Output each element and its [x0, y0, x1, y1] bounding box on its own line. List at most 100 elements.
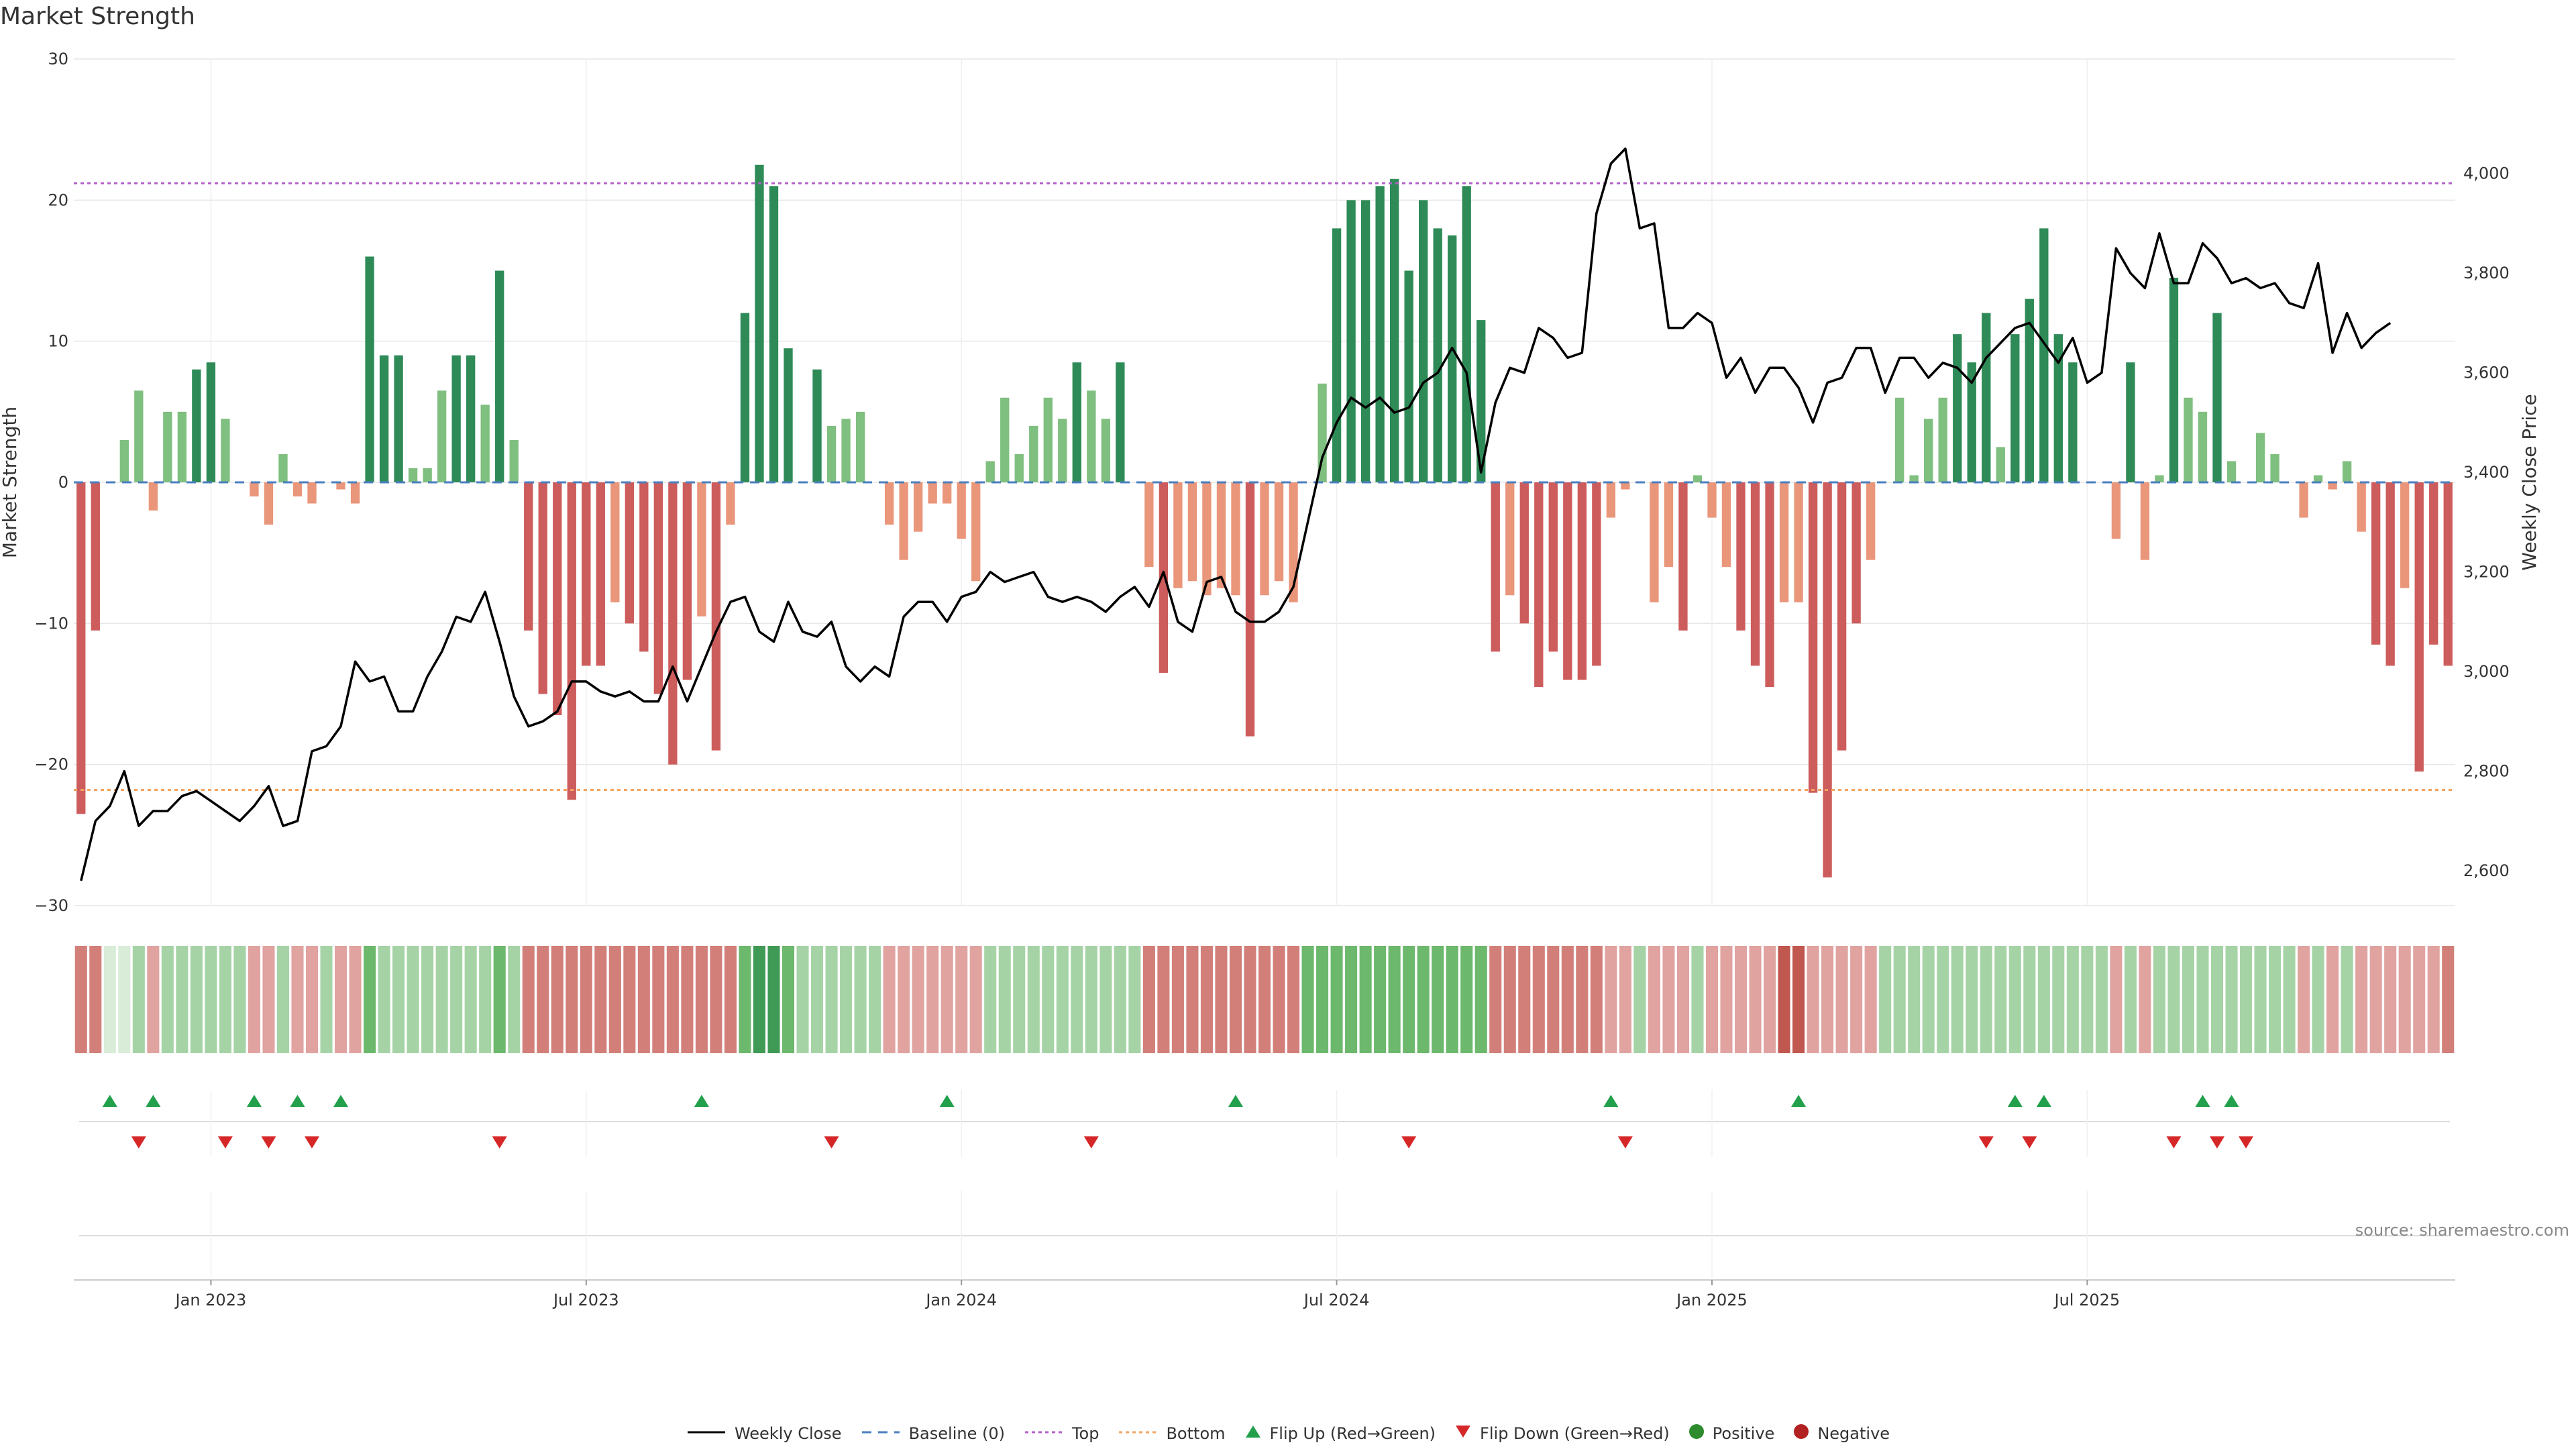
heat-cell: [132, 946, 145, 1053]
flip-up-marker: [694, 1095, 709, 1107]
strength-bar: [423, 468, 432, 482]
heat-cell: [998, 946, 1011, 1053]
strength-bar: [1448, 235, 1457, 482]
strength-bar: [2140, 482, 2150, 560]
heat-cell: [1619, 946, 1631, 1053]
strength-bar: [2039, 228, 2049, 482]
strength-bar: [1216, 482, 1226, 588]
flip-down-marker: [131, 1136, 146, 1148]
heat-cell: [248, 946, 260, 1053]
strength-bar: [1779, 482, 1789, 602]
strength-bar: [2429, 482, 2438, 645]
heat-cell: [1403, 946, 1415, 1053]
strength-bar: [350, 482, 360, 504]
legend-symbol: [1024, 1424, 1064, 1443]
strength-bar: [928, 482, 937, 504]
heat-cell: [666, 946, 679, 1053]
heat-cell: [1807, 946, 1819, 1053]
strength-bar: [2255, 433, 2265, 482]
strength-bar: [567, 482, 576, 800]
heat-cell: [1561, 946, 1574, 1053]
legend-item-negative: Negative: [1793, 1424, 1890, 1444]
strength-bar: [1953, 334, 1962, 482]
x-tick-label: Jan 2023: [174, 1291, 247, 1309]
heat-cell: [1027, 946, 1040, 1053]
flip-up-marker: [2195, 1095, 2210, 1107]
legend-item-flip-up: Flip Up (Red→Green): [1244, 1424, 1436, 1443]
strength-bar: [1375, 186, 1385, 482]
strength-bar: [1678, 482, 1688, 631]
heat-cell: [2008, 946, 2021, 1053]
strength-bar: [582, 482, 591, 666]
strength-bar: [682, 482, 692, 680]
heat-cell: [796, 946, 809, 1053]
strength-bar: [1866, 482, 1876, 560]
heat-cell: [89, 946, 102, 1053]
strength-bar: [1144, 482, 1154, 568]
heat-cell: [869, 946, 881, 1053]
strength-bar: [264, 482, 274, 525]
heat-cell: [1951, 946, 1964, 1053]
flip-down-marker: [1083, 1136, 1099, 1148]
left-tick-label: −20: [34, 755, 68, 774]
flip-down-marker: [2166, 1136, 2182, 1148]
strength-bar: [1736, 482, 1746, 631]
heat-cell: [1171, 946, 1184, 1053]
x-tick-label: Jul 2023: [552, 1291, 619, 1309]
strength-bar: [394, 355, 403, 482]
strength-bar: [1202, 482, 1212, 596]
heat-cell: [2442, 946, 2455, 1053]
heat-cell: [2326, 946, 2339, 1053]
strength-bar: [2328, 482, 2337, 490]
strength-bar: [2155, 475, 2164, 482]
heat-cell: [147, 946, 160, 1053]
legend-symbol: [861, 1424, 901, 1443]
heat-cell: [2210, 946, 2224, 1053]
legend-label: Bottom: [1166, 1424, 1226, 1443]
heat-cell: [537, 946, 549, 1053]
heat-cell: [1489, 946, 1502, 1053]
heat-cell: [2369, 946, 2382, 1053]
flip-down-marker: [1401, 1136, 1417, 1148]
strength-bar: [1563, 482, 1572, 680]
strength-bar: [466, 355, 476, 482]
heat-cell: [710, 946, 722, 1053]
heat-cell: [1128, 946, 1141, 1053]
strength-bar: [826, 425, 837, 482]
strength-bar: [1029, 425, 1038, 482]
flip-down-marker: [261, 1136, 276, 1148]
strength-bar: [653, 482, 663, 694]
heat-cell: [810, 946, 824, 1053]
legend-label: Flip Up (Red→Green): [1269, 1424, 1436, 1443]
heat-cell: [1980, 946, 1992, 1053]
heat-cell: [1099, 946, 1112, 1053]
strength-bar: [596, 482, 605, 666]
right-tick-label: 2,800: [2463, 762, 2510, 781]
heat-cell: [1763, 946, 1776, 1053]
heat-cell: [1374, 946, 1387, 1053]
heat-cell: [233, 946, 246, 1053]
strength-bar: [625, 482, 635, 624]
heat-cell: [580, 946, 592, 1053]
heat-cell: [1273, 946, 1285, 1053]
heat-cell: [1518, 946, 1531, 1053]
legend-symbol: [686, 1424, 727, 1443]
heat-cell: [681, 946, 694, 1053]
heat-cell: [825, 946, 838, 1053]
flip-up-marker: [939, 1095, 955, 1107]
flip-up-marker: [1791, 1095, 1807, 1107]
strength-bar: [2126, 362, 2135, 482]
right-tick-label: 2,600: [2463, 861, 2510, 880]
strength-bar: [2357, 482, 2366, 532]
strength-bar: [1505, 482, 1515, 596]
strength-bar: [1924, 419, 1933, 482]
heat-cell: [2312, 946, 2324, 1053]
heat-cell: [262, 946, 275, 1053]
heat-cell: [623, 946, 636, 1053]
strength-bar: [1577, 482, 1587, 680]
heat-cell: [695, 946, 708, 1053]
x-tick-label: Jul 2025: [2053, 1291, 2121, 1309]
source-label: source: sharemaestro.com: [2355, 1221, 2569, 1240]
strength-bar: [639, 482, 649, 652]
strength-bar: [163, 411, 172, 482]
